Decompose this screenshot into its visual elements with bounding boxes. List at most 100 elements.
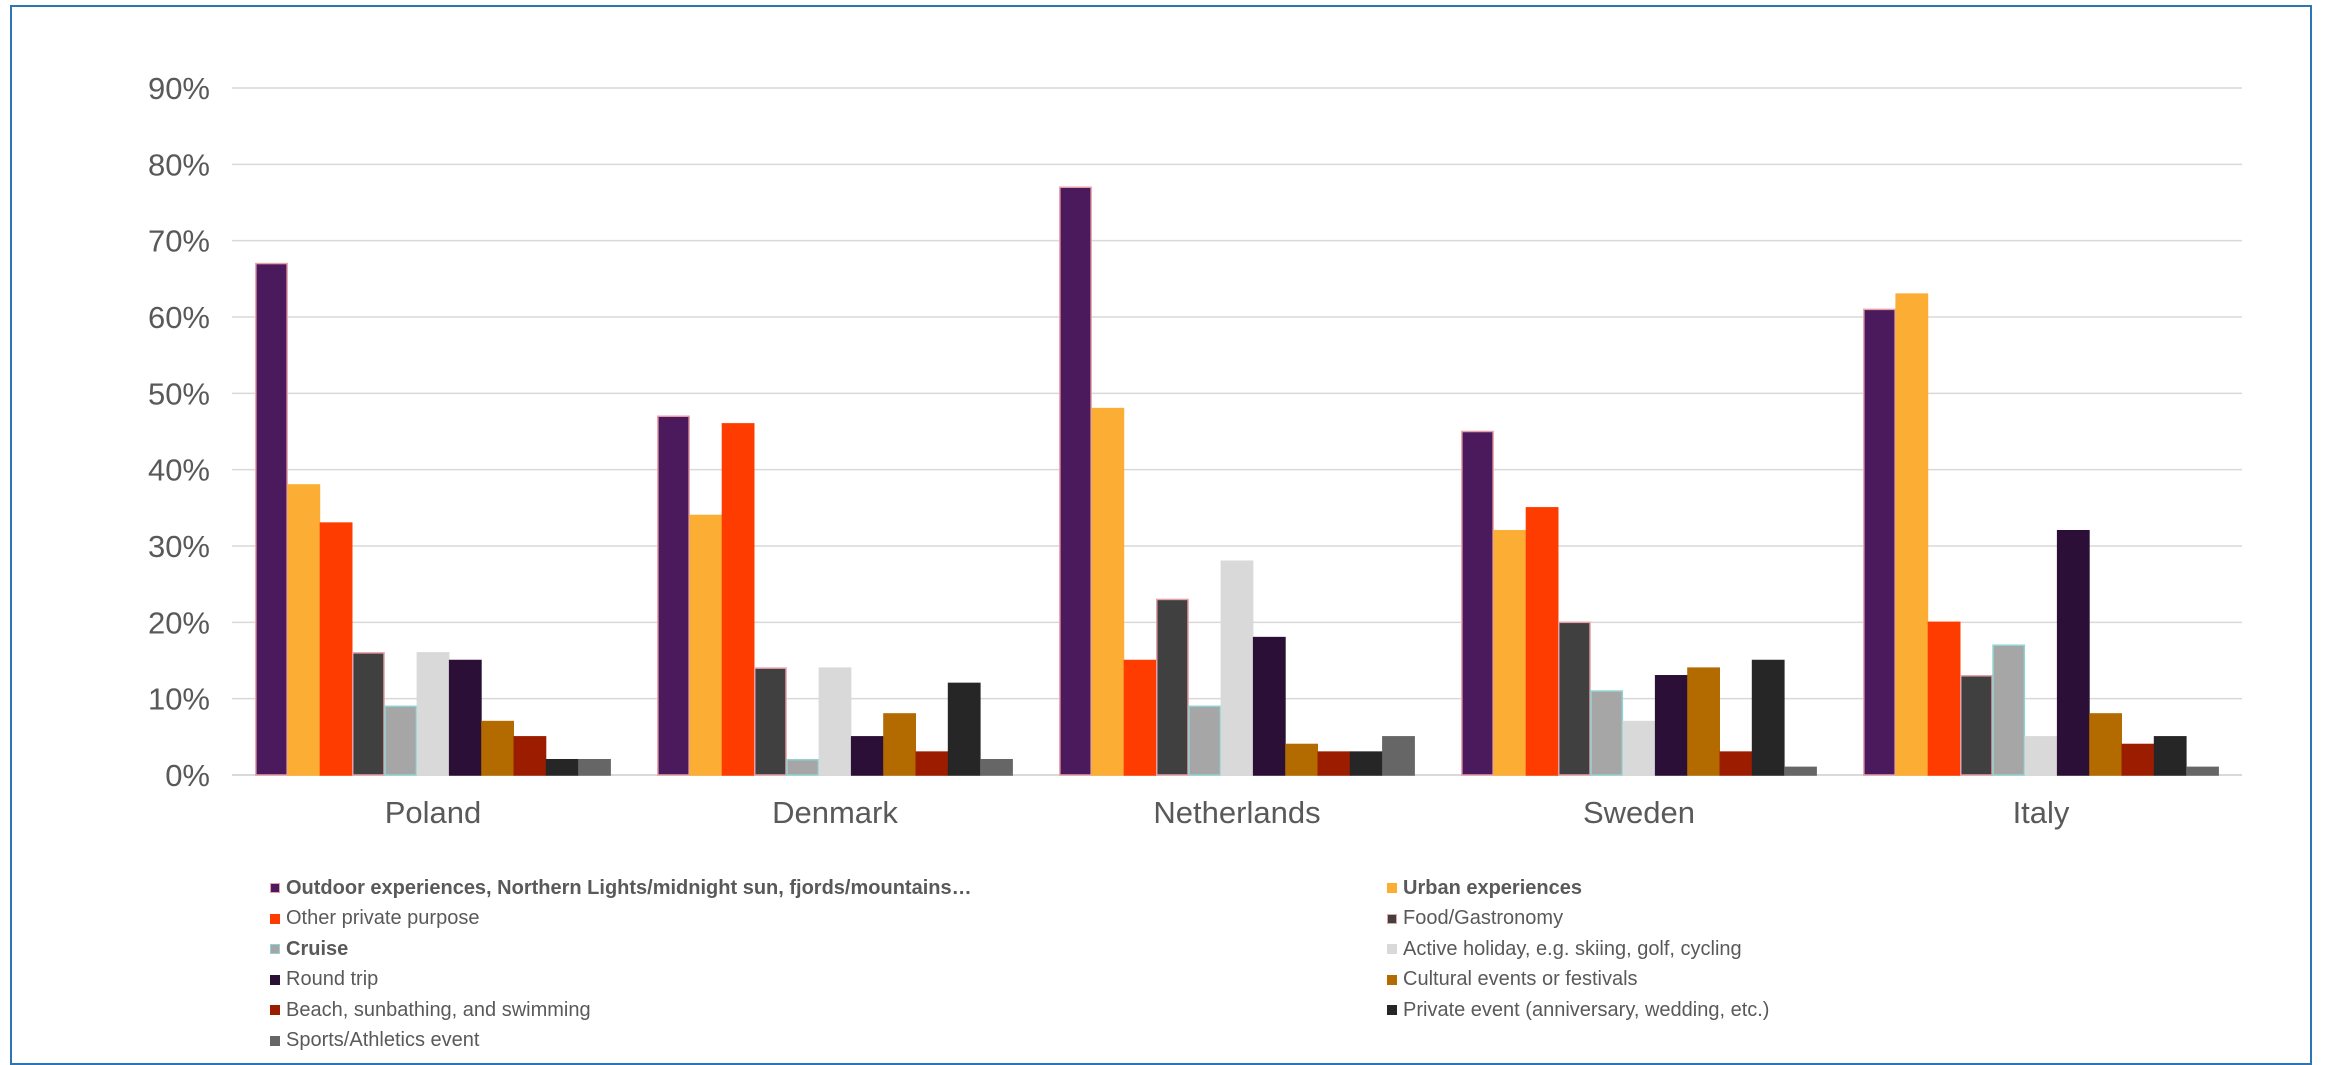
bar xyxy=(915,751,949,776)
legend-label: Urban experiences xyxy=(1403,876,1582,899)
legend-swatch xyxy=(1387,1005,1397,1016)
bar xyxy=(850,736,884,776)
bar xyxy=(481,720,515,776)
bar xyxy=(1687,667,1720,776)
legend-swatch xyxy=(270,944,280,955)
bar xyxy=(1349,751,1383,776)
bar xyxy=(1317,751,1351,776)
bar xyxy=(1059,186,1092,776)
legend-label: Private event (anniversary, wedding, etc… xyxy=(1403,998,1770,1021)
bar xyxy=(1493,529,1527,776)
legend-item: Outdoor experiences, Northern Lights/mid… xyxy=(270,873,1387,904)
bar xyxy=(1156,598,1189,776)
y-tick-label: 30% xyxy=(148,529,210,564)
legend-item: Cruise xyxy=(270,934,1387,965)
y-tick-label: 80% xyxy=(148,147,210,182)
legend-label: Cruise xyxy=(286,937,349,960)
bar xyxy=(1285,743,1318,776)
bar xyxy=(416,652,450,776)
bar xyxy=(754,667,787,776)
chart-legend: Outdoor experiences, Northern Lights/mid… xyxy=(270,873,2170,1056)
bar xyxy=(1590,690,1624,776)
bar xyxy=(721,423,755,776)
legend-item: Urban experiences xyxy=(1387,873,2087,904)
bar xyxy=(1188,705,1222,776)
bar xyxy=(1960,675,1993,776)
bar xyxy=(1123,659,1157,776)
bar xyxy=(1654,675,1688,776)
bar xyxy=(2121,743,2155,776)
bar xyxy=(657,415,690,776)
x-tick-label: Poland xyxy=(385,795,482,830)
legend-item: Beach, sunbathing, and swimming xyxy=(270,995,1387,1026)
legend-swatch xyxy=(270,974,280,985)
bar xyxy=(818,667,852,776)
bar xyxy=(1927,621,1961,776)
bar xyxy=(1558,621,1591,776)
x-tick-label: Netherlands xyxy=(1153,795,1320,830)
legend-label: Beach, sunbathing, and swimming xyxy=(286,998,591,1021)
bar xyxy=(786,758,820,776)
legend-swatch xyxy=(1387,944,1397,955)
y-tick-label: 20% xyxy=(148,605,210,640)
legend-label: Other private purpose xyxy=(286,907,480,930)
bar xyxy=(1461,430,1494,776)
bar xyxy=(883,713,917,776)
bar xyxy=(689,514,723,776)
bar xyxy=(1751,659,1785,776)
bar xyxy=(448,659,482,776)
y-tick-label: 70% xyxy=(148,224,210,259)
legend-item: Active holiday, e.g. skiing, golf, cycli… xyxy=(1387,934,2087,965)
x-tick-label: Denmark xyxy=(772,795,898,830)
legend-swatch xyxy=(270,883,280,894)
bar-chart: 0% 10% 20% 30% 40% 50% 60% 70% 80% 90% Poland Denma… xyxy=(148,71,2242,830)
bar xyxy=(2186,766,2219,776)
legend-item: Sports/Athletics event xyxy=(270,1026,1387,1057)
bar xyxy=(1895,293,1929,776)
legend-label: Sports/Athletics event xyxy=(286,1029,480,1052)
legend-label: Round trip xyxy=(286,968,379,991)
legend-item: Cultural events or festivals xyxy=(1387,965,2087,996)
legend-swatch xyxy=(1387,883,1397,894)
legend-label: Outdoor experiences, Northern Lights/mid… xyxy=(286,876,972,899)
legend-item: Private event (anniversary, wedding, etc… xyxy=(1387,995,2087,1026)
bar xyxy=(319,522,353,776)
bar xyxy=(287,484,321,776)
bar xyxy=(2153,736,2187,776)
legend-swatch xyxy=(270,1005,280,1016)
legend-item: Food/Gastronomy xyxy=(1387,904,2087,935)
bar xyxy=(255,262,288,776)
legend-swatch xyxy=(1387,974,1397,985)
bar xyxy=(352,652,385,776)
bar xyxy=(384,705,418,776)
bar xyxy=(2089,713,2122,776)
bar xyxy=(578,758,611,776)
legend-label: Active holiday, e.g. skiing, golf, cycli… xyxy=(1403,937,1742,960)
bar xyxy=(1719,751,1753,776)
y-tick-label: 90% xyxy=(148,71,210,106)
bar xyxy=(1220,560,1254,776)
y-tick-label: 40% xyxy=(148,453,210,488)
legend-swatch xyxy=(1387,913,1397,924)
bar xyxy=(1252,636,1286,776)
bar xyxy=(513,736,547,776)
bar xyxy=(545,758,579,776)
y-tick-label: 10% xyxy=(148,682,210,717)
legend-label: Food/Gastronomy xyxy=(1403,907,1564,930)
bar xyxy=(1091,407,1125,776)
x-tick-label: Italy xyxy=(2013,795,2070,830)
bar xyxy=(980,758,1013,776)
legend-label: Cultural events or festivals xyxy=(1403,968,1638,991)
bar xyxy=(1992,644,2026,776)
bar xyxy=(2024,736,2058,776)
legend-swatch xyxy=(270,913,280,924)
bar xyxy=(1622,720,1656,776)
y-tick-label: 50% xyxy=(148,376,210,411)
bar xyxy=(1382,736,1415,776)
legend-item: Other private purpose xyxy=(270,904,1387,935)
y-tick-label: 60% xyxy=(148,300,210,335)
bar xyxy=(1784,766,1817,776)
bar xyxy=(1863,308,1896,776)
bar xyxy=(2056,529,2090,776)
x-tick-label: Sweden xyxy=(1583,795,1695,830)
